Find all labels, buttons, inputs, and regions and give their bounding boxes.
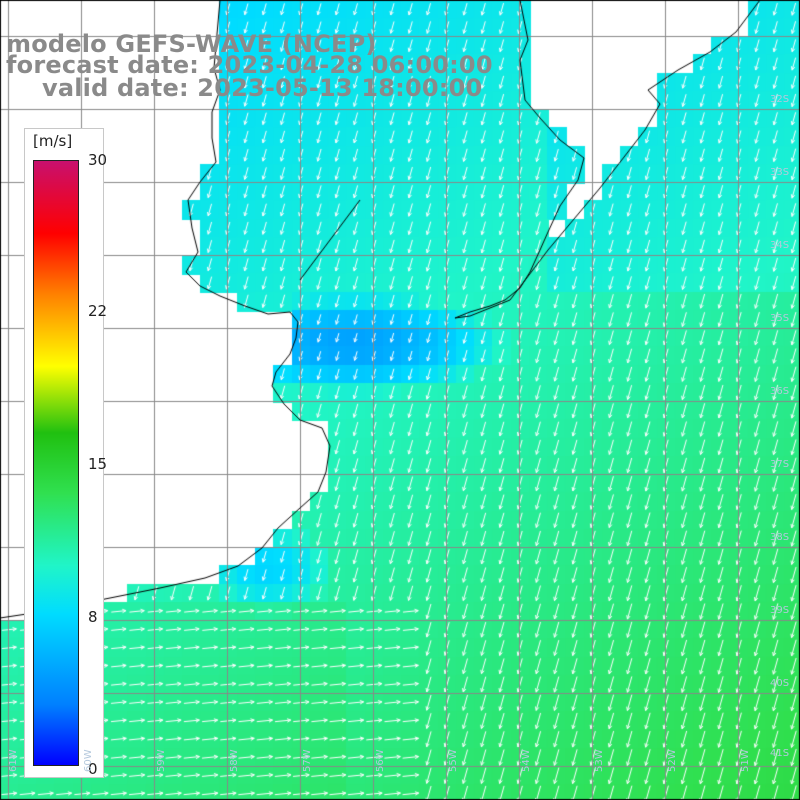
lon-label: 56W xyxy=(375,749,386,772)
lon-label: 57W xyxy=(302,749,313,772)
colorbar xyxy=(33,160,79,766)
colorbar-tick: 22 xyxy=(88,302,108,320)
lon-label: 54W xyxy=(521,749,532,772)
lat-label: 37S xyxy=(770,459,790,470)
forecast-date: forecast date: 2023-04-28 06:00:00 xyxy=(6,51,493,79)
lon-label: 51W xyxy=(740,749,751,772)
lat-label: 34S xyxy=(770,240,790,251)
colorbar-tick: 30 xyxy=(88,151,108,169)
lat-label: 32S xyxy=(770,94,790,105)
lon-label: 58W xyxy=(229,749,240,772)
lat-label: 41S xyxy=(770,748,790,759)
colorbar-unit: [m/s] xyxy=(31,132,75,150)
colorbar-tick: 15 xyxy=(88,455,108,473)
lon-label: 52W xyxy=(667,749,678,772)
lon-label: 59W xyxy=(156,749,167,772)
lat-label: 36S xyxy=(770,386,790,397)
lat-label: 39S xyxy=(770,605,790,616)
valid-date: valid date: 2023-05-13 18:00:00 xyxy=(42,74,483,102)
lat-label: 40S xyxy=(770,678,790,689)
colorbar-tick: 0 xyxy=(88,760,98,778)
lon-label: 55W xyxy=(448,749,459,772)
model-title: modelo GEFS-WAVE (NCEP) xyxy=(6,30,377,58)
lat-label: 35S xyxy=(770,313,790,324)
lon-label: 61W xyxy=(8,749,19,772)
lon-label: 53W xyxy=(594,749,605,772)
lat-label: 38S xyxy=(770,532,790,543)
lon-label: 60W xyxy=(83,749,94,772)
lat-label: 33S xyxy=(770,167,790,178)
colorbar-tick: 8 xyxy=(88,608,98,626)
